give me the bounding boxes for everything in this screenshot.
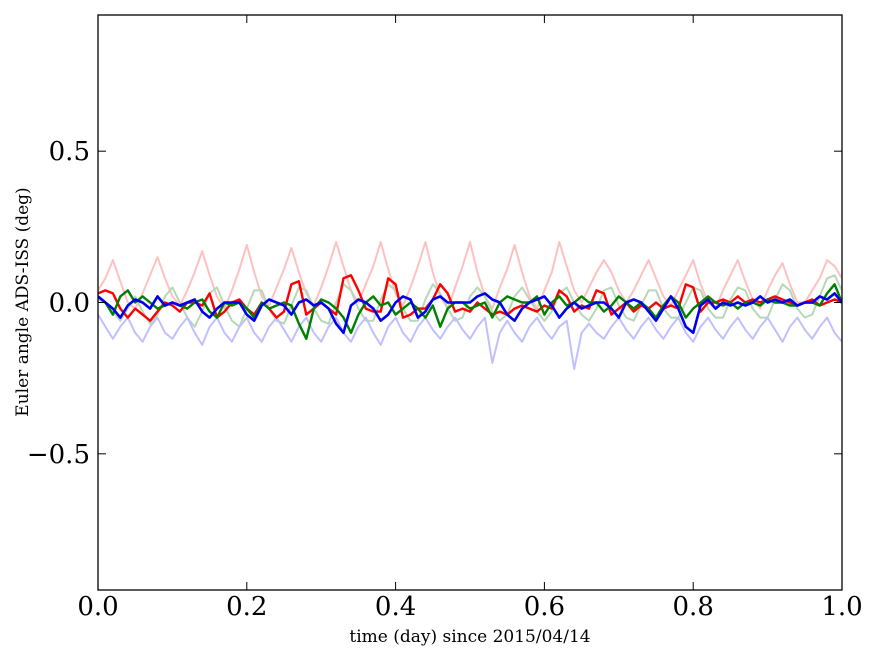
series-line-4 (98, 274, 842, 322)
x-tick-label: 0.2 (226, 592, 267, 622)
series-line-3 (98, 314, 842, 371)
series-layer (98, 241, 842, 371)
x-tick-label: 0.8 (673, 592, 714, 622)
series-line-2 (98, 274, 842, 328)
x-tick-label: 0.4 (375, 592, 416, 622)
y-axis-label: Euler angle ADS-ISS (deg) (13, 187, 33, 416)
x-tick-label: 0.6 (524, 592, 565, 622)
x-axis-label: time (day) since 2015/04/14 (349, 627, 590, 647)
x-tick-label: 1.0 (821, 592, 862, 622)
series-line-6 (98, 292, 842, 335)
tick-layer: 0.0 0.2 0.4 0.6 0.8 1.0 −0.5 0.0 0.5 (27, 15, 863, 622)
y-tick-label: 0.5 (49, 137, 90, 167)
y-tick-label: −0.5 (27, 440, 90, 470)
y-tick-label: 0.0 (49, 289, 90, 319)
x-tick-label: 0.0 (77, 592, 118, 622)
series-line-5 (98, 283, 842, 340)
